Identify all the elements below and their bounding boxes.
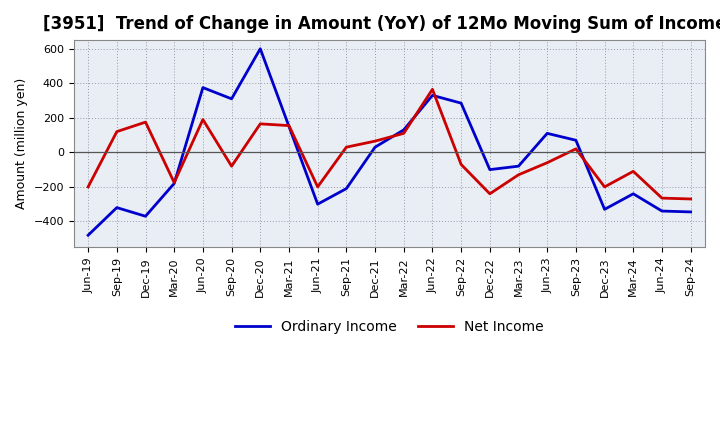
Ordinary Income: [456, 100, 465, 106]
Title: [3951]  Trend of Change in Amount (YoY) of 12Mo Moving Sum of Incomes: [3951] Trend of Change in Amount (YoY) o…: [42, 15, 720, 33]
Net Income: [199, 117, 207, 122]
Ordinary Income: [572, 138, 580, 143]
Ordinary Income: [228, 96, 236, 102]
Net Income: [228, 164, 236, 169]
Ordinary Income: [686, 209, 695, 215]
Net Income: [256, 121, 264, 126]
Ordinary Income: [284, 124, 293, 129]
Net Income: [141, 120, 150, 125]
Net Income: [600, 184, 609, 190]
Net Income: [657, 195, 666, 201]
Ordinary Income: [657, 209, 666, 214]
Ordinary Income: [342, 186, 351, 191]
Net Income: [342, 144, 351, 150]
Ordinary Income: [629, 191, 638, 196]
Net Income: [686, 196, 695, 202]
Ordinary Income: [543, 131, 552, 136]
Ordinary Income: [170, 181, 179, 186]
Ordinary Income: [141, 213, 150, 219]
Ordinary Income: [485, 167, 494, 172]
Net Income: [428, 87, 437, 92]
Net Income: [400, 131, 408, 136]
Net Income: [543, 160, 552, 165]
Net Income: [84, 184, 92, 190]
Net Income: [456, 162, 465, 167]
Net Income: [514, 172, 523, 177]
Ordinary Income: [428, 93, 437, 98]
Net Income: [284, 123, 293, 128]
Ordinary Income: [313, 202, 322, 207]
Ordinary Income: [199, 85, 207, 90]
Net Income: [112, 129, 121, 134]
Ordinary Income: [84, 233, 92, 238]
Line: Net Income: Net Income: [88, 89, 690, 199]
Net Income: [629, 169, 638, 174]
Legend: Ordinary Income, Net Income: Ordinary Income, Net Income: [230, 315, 549, 340]
Ordinary Income: [400, 127, 408, 132]
Ordinary Income: [112, 205, 121, 210]
Y-axis label: Amount (million yen): Amount (million yen): [15, 78, 28, 209]
Net Income: [485, 191, 494, 196]
Ordinary Income: [256, 46, 264, 51]
Net Income: [572, 146, 580, 151]
Ordinary Income: [600, 207, 609, 212]
Net Income: [371, 139, 379, 144]
Net Income: [313, 184, 322, 190]
Ordinary Income: [371, 144, 379, 150]
Ordinary Income: [514, 164, 523, 169]
Line: Ordinary Income: Ordinary Income: [88, 49, 690, 235]
Net Income: [170, 180, 179, 185]
